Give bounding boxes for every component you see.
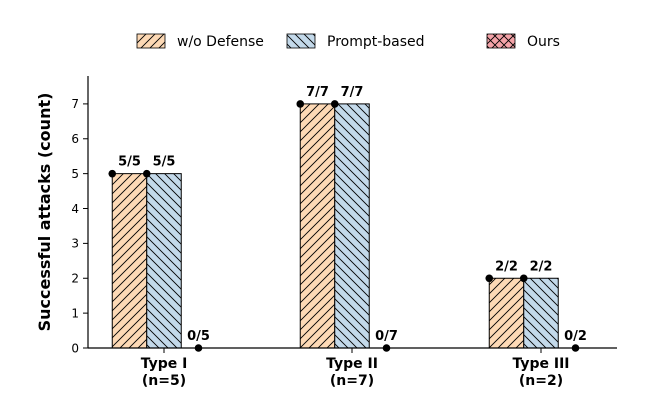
point-0-1: [296, 100, 305, 108]
plot-area: 5/5 7/7 2/2 5/5 7/7 2/2 0/5 0/7 0/2 0 1 2 3 4 5 6 7 Type …: [71, 76, 617, 389]
bar-label-1-0: 5/5: [153, 155, 176, 170]
x-tick-label-2: Type III (n=2): [512, 356, 569, 389]
bar-0-2: [488, 277, 525, 349]
x-tick-label-1: Type II (n=7): [326, 356, 378, 389]
y-tick-label-6: 6: [71, 132, 79, 146]
legend-swatch-1: [286, 33, 316, 49]
point-1-0: [142, 169, 151, 178]
point-1-2: [519, 274, 528, 283]
x-tick-label-0: Type I (n=5): [141, 356, 188, 389]
bar-label-0-1: 7/7: [306, 85, 329, 100]
bar-0-0: [111, 173, 148, 349]
bar-label-0-2: 2/2: [495, 259, 518, 274]
bar-0-1: [299, 103, 336, 349]
point-0-2: [485, 274, 494, 283]
y-tick-label-3: 3: [71, 237, 79, 251]
legend-label-2: Ours: [527, 34, 560, 50]
bar-1-2: [523, 277, 559, 349]
y-tick-label-4: 4: [71, 202, 79, 216]
point-0-0: [108, 169, 117, 178]
bar-label-2-0: 0/5: [187, 329, 210, 344]
point-1-1: [330, 100, 339, 108]
y-tick-label-5: 5: [71, 167, 79, 181]
bar-1-1: [334, 103, 370, 349]
legend-label-0: w/o Defense: [177, 34, 264, 50]
bar-1-0: [146, 173, 182, 349]
legend-swatch-0: [136, 33, 166, 49]
bar-label-1-1: 7/7: [341, 85, 364, 100]
bar-label-2-2: 0/2: [564, 329, 587, 344]
legend-label-1: Prompt-based: [327, 34, 425, 50]
bar-label-0-0: 5/5: [118, 155, 141, 170]
bar-label-2-1: 0/7: [375, 329, 398, 344]
y-tick-label-7: 7: [71, 97, 79, 111]
bar-label-1-2: 2/2: [530, 259, 553, 274]
y-tick-label-0: 0: [71, 341, 79, 355]
y-tick-label-2: 2: [71, 272, 79, 286]
legend-swatch-2: [486, 33, 516, 49]
legend: w/o Defense Prompt-based Ours: [136, 33, 560, 50]
y-tick-label-1: 1: [71, 306, 79, 320]
y-axis-label: Successful attacks (count): [35, 93, 54, 332]
